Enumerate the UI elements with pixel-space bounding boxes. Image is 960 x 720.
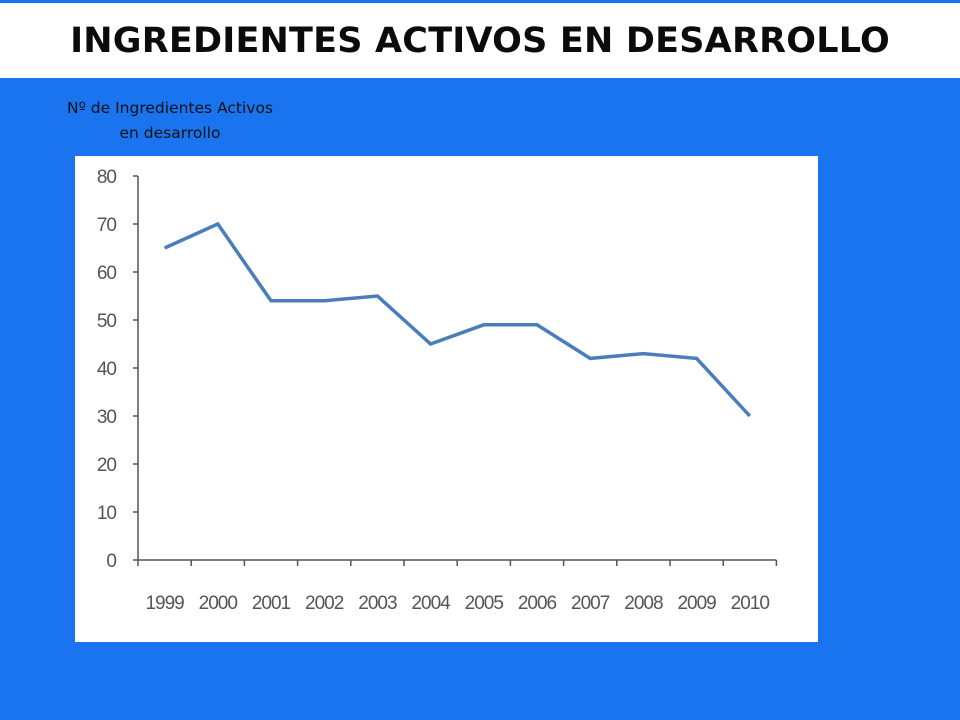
chart-y-label-line1: Nº de Ingredientes Activos: [66, 99, 274, 117]
y-tick-label: 50: [97, 311, 117, 332]
data-point: [270, 299, 273, 302]
series-line: [163, 221, 752, 418]
line-chart: 0 10 20 30 40 50 60 70 80 1999 2000 2001 2002 2003 200…: [97, 167, 778, 614]
data-point: [429, 343, 432, 346]
data-point: [376, 295, 379, 298]
x-tick-label: 2009: [677, 593, 716, 614]
y-tick-label: 30: [97, 407, 117, 428]
y-tick-label: 60: [97, 263, 117, 284]
y-tick-label: 40: [97, 359, 117, 380]
chart-y-label: Nº de Ingredientes Activos en desarrollo: [30, 96, 310, 146]
x-tick-label: 2005: [465, 593, 504, 614]
data-point: [536, 323, 539, 326]
x-tick-label: 2003: [358, 593, 397, 614]
y-tick-label: 70: [97, 215, 117, 236]
data-point: [216, 223, 219, 226]
y-tick-label: 20: [97, 455, 117, 476]
data-point: [482, 323, 485, 326]
x-tick-label: 2001: [252, 593, 291, 614]
data-point: [163, 247, 166, 250]
data-point: [695, 357, 698, 360]
y-tick-label: 0: [106, 551, 116, 572]
data-point: [589, 357, 592, 360]
y-tick-label: 80: [97, 167, 117, 188]
page-title: INGREDIENTES ACTIVOS EN DESARROLLO: [70, 20, 890, 61]
x-tick-label: 2007: [571, 593, 610, 614]
data-point: [748, 415, 751, 418]
x-tick-label: 2004: [411, 593, 451, 614]
data-point: [323, 299, 326, 302]
title-bar: INGREDIENTES ACTIVOS EN DESARROLLO: [0, 0, 960, 78]
x-tick-label: 2006: [518, 593, 557, 614]
x-tick-label: 2000: [199, 593, 238, 614]
chart-y-label-line2: en desarrollo: [119, 124, 221, 142]
y-tick-label: 10: [97, 503, 117, 524]
x-tick-label: 1999: [145, 593, 184, 614]
x-tick-label: 2002: [305, 593, 344, 614]
data-point: [642, 352, 645, 355]
chart-panel: 0 10 20 30 40 50 60 70 80 1999 2000 2001 2002 2003 200…: [75, 156, 818, 642]
x-tick-label: 2010: [731, 593, 770, 614]
x-tick-label: 2008: [624, 593, 663, 614]
